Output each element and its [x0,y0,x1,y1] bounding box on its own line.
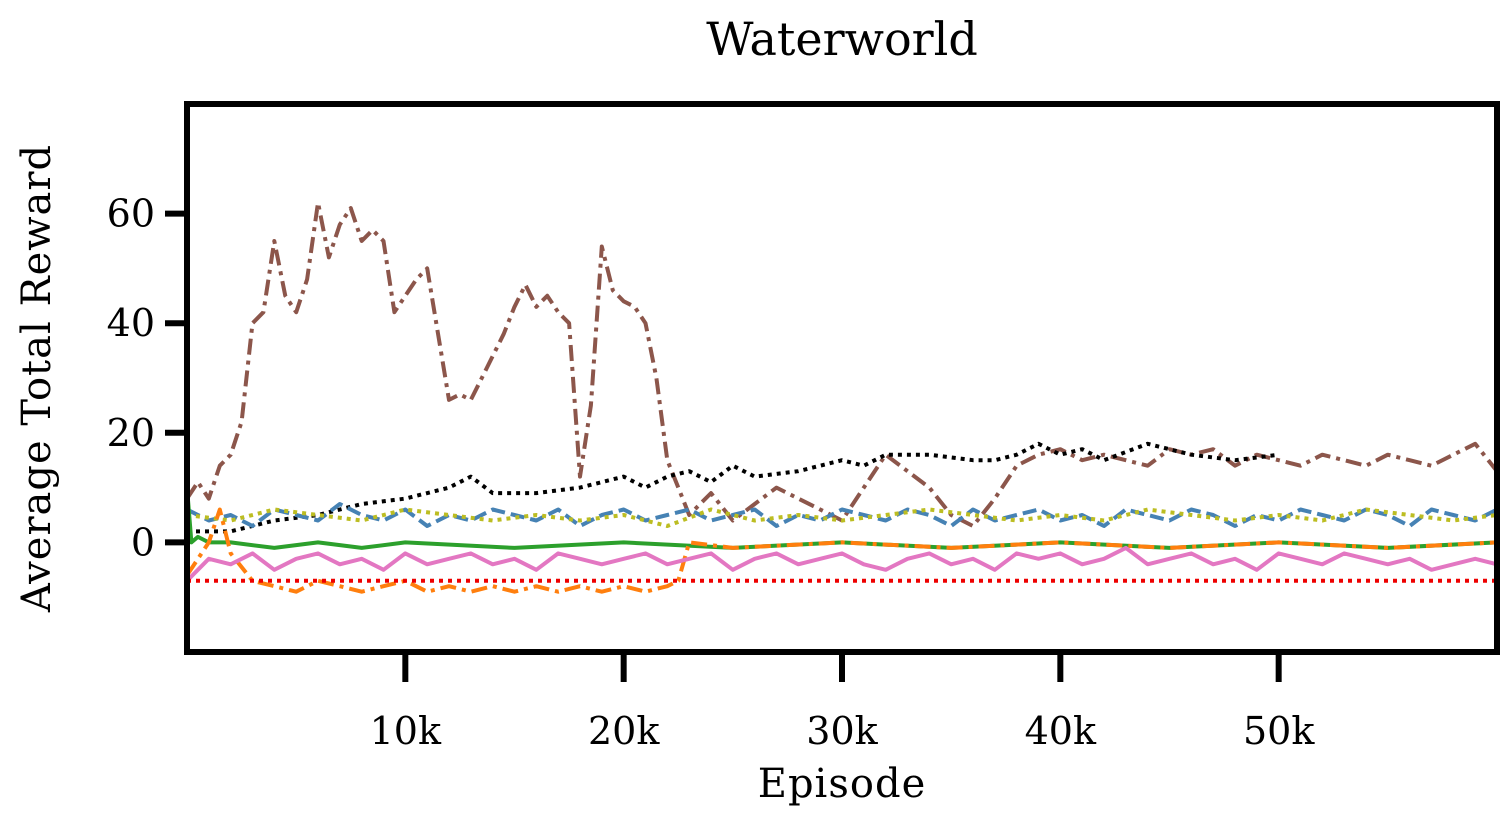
chart-title: Waterworld [706,12,978,66]
x-axis-label: Episode [758,761,926,807]
x-tick-label-1: 10k [370,709,442,753]
series-line-1 [185,200,1499,528]
series-line-4 [186,507,1498,528]
plot-frame [184,101,1500,655]
x-tick-label-3: 30k [806,709,878,753]
series-line-2 [187,441,1279,534]
x-tick-label-4: 40k [1025,709,1097,753]
y-tick-label-3: 40 [107,301,155,345]
y-tick-label-1: 0 [131,520,155,564]
series-line-5 [185,487,1498,550]
x-tick-label-5: 50k [1243,709,1315,753]
y-tick-label-4: 60 [107,192,155,236]
y-tick-label-2: 20 [107,411,155,455]
x-tick-label-2: 20k [588,709,660,753]
series-layer [185,200,1499,594]
tick-layer: 10k 20k 30k 40k 50k 0 20 40 60 [107,192,1316,753]
series-line-7 [185,545,1498,583]
y-axis-label: Average Total Reward [14,144,60,613]
series-line-6 [185,507,1498,594]
series-line-3 [186,502,1498,528]
